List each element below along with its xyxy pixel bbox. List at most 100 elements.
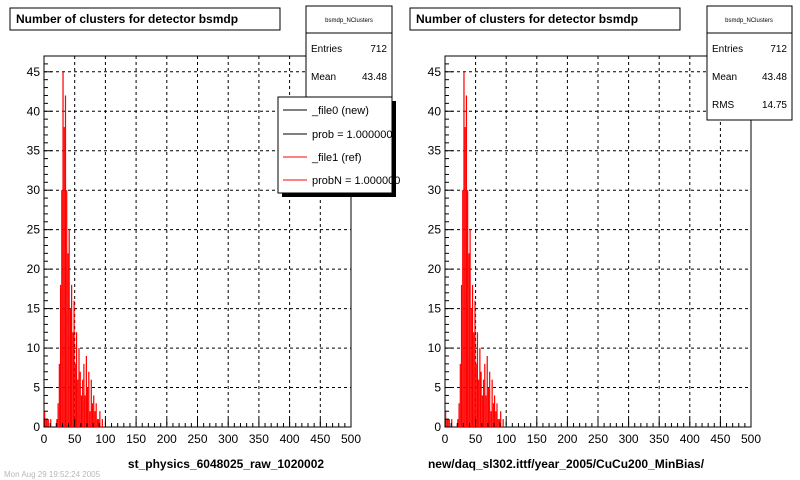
left-histogram-bar [101,419,103,427]
right-y-tick-label: 25 [428,223,442,237]
legend-frame [277,96,393,194]
right-histogram-bar [469,229,471,427]
right-y-tick-label: 30 [428,183,442,197]
right-x-tick-label: 100 [496,432,516,446]
left-histogram-bar [86,387,89,427]
legend-entry-file0: _file0 (new) [311,105,369,117]
left-x-tick-label: 450 [310,432,330,446]
right-x-tick-label: 450 [710,432,730,446]
right-histogram-bar [459,363,461,427]
left-histogram-bar [82,379,84,427]
legend-entry-file1: _file1 (ref) [311,152,362,164]
left-histogram-bar [47,419,49,427]
right-histogram-bar [467,190,469,427]
right-x-tick-label: 200 [557,432,577,446]
left-histogram [44,71,103,428]
left-histogram-bar [83,363,85,427]
left-histogram-bar [75,332,78,427]
left-histogram-bar [63,127,65,428]
right-histogram-bar [476,332,479,427]
left-y-tick-label: 15 [27,302,41,316]
right-y-tick-label: 15 [428,302,442,316]
right-stats-value: 43.48 [762,72,787,83]
right-y-tick-label: 40 [428,104,442,118]
legend-entry-probn: probN = 1.000000 [312,175,400,187]
right-histogram-bar [446,419,448,427]
left-x-tick-label: 50 [68,432,82,446]
left-histogram-bar [74,363,76,427]
left-histogram-bar [84,395,86,427]
left-legend: _file0 (new) prob = 1.000000 _file1 (ref… [277,96,400,197]
left-histogram-bar [72,332,74,427]
left-panel: 0 5 10 15 20 25 30 35 40 45 0 50 100 150 200 250 300 350… [9,5,400,471]
legend-entry-prob: prob = 1.000000 [312,129,392,141]
left-histogram-bar [57,403,59,427]
left-histogram-bar [45,419,47,427]
right-histogram-bar [473,332,475,427]
right-histogram-bar [496,403,498,427]
right-stats-label: Entries [712,44,743,55]
left-x-tick-label: 0 [41,432,48,446]
right-y-axis: 0 5 10 15 20 25 30 35 40 45 [428,63,453,434]
right-histogram-bar [497,419,499,427]
right-histogram-bar [502,419,504,427]
left-stats-value: 712 [370,44,387,55]
left-stats-frame [305,5,393,101]
left-stats-box: bsmdp_NClusters Entries 712 Mean 43.48 [305,5,393,101]
right-stats-value: 14.75 [762,100,787,111]
left-x-tick-label: 150 [126,432,146,446]
left-histogram-bar [94,411,96,427]
left-y-tick-label: 25 [27,223,41,237]
left-histogram-bar [88,371,90,427]
left-x-tick-label: 300 [218,432,238,446]
right-y-tick-label: 45 [428,65,442,79]
left-histogram-bar [56,419,58,427]
right-histogram-bar [465,95,468,428]
left-y-tick-label: 10 [27,341,41,355]
right-stats-box: bsmdp_NClusters Entries 712 Mean 43.48 R… [706,5,793,121]
left-histogram-bar [80,395,83,427]
left-x-tick-label: 100 [95,432,115,446]
left-y-tick-label: 30 [27,183,41,197]
right-stats-name: bsmdp_NClusters [725,18,773,24]
left-histogram-bar [78,348,80,427]
left-y-tick-label: 20 [27,262,41,276]
left-histogram-bar [77,379,79,427]
left-histogram-bar [68,229,70,427]
right-histogram-bar [480,371,482,427]
right-histogram-bar [481,395,483,427]
left-x-tick-label: 200 [157,432,177,446]
footer-timestamp: Mon Aug 29 19:52:24 2005 [4,470,101,479]
right-histogram-bar [495,411,497,427]
right-histogram-bar [487,387,490,427]
right-histogram-bar [482,379,485,427]
right-histogram-bar [447,419,449,427]
left-histogram-bar [62,71,64,427]
left-histogram-bar [46,419,48,427]
left-histogram-bar [59,284,62,427]
right-histogram-bar [489,371,491,427]
right-histogram-bar [485,395,487,427]
right-y-tick-label: 35 [428,144,442,158]
right-histogram-bar [484,363,486,427]
left-y-tick-label: 5 [33,381,40,395]
left-x-axis-label: st_physics_6048025_raw_1020002 [128,457,324,471]
right-x-tick-label: 150 [527,432,547,446]
right-histogram-bar [493,395,496,427]
right-stats-label: RMS [712,100,735,111]
left-histogram-bar [61,190,63,427]
right-x-tick-label: 500 [741,432,761,446]
right-x-tick-label: 50 [469,432,483,446]
left-x-tick-label: 250 [187,432,207,446]
right-histogram-bar [457,419,459,427]
right-y-tick-label: 10 [428,341,442,355]
left-y-tick-label: 35 [27,144,41,158]
left-y-tick-label: 45 [27,65,41,79]
left-histogram-bar [85,355,87,427]
right-histogram-bar [470,308,472,427]
right-chart-title: Number of clusters for detector bsmdp [416,12,638,26]
right-x-tick-label: 250 [588,432,608,446]
right-histogram-bar [490,411,492,427]
left-stats-name: bsmdp_NClusters [325,18,373,24]
